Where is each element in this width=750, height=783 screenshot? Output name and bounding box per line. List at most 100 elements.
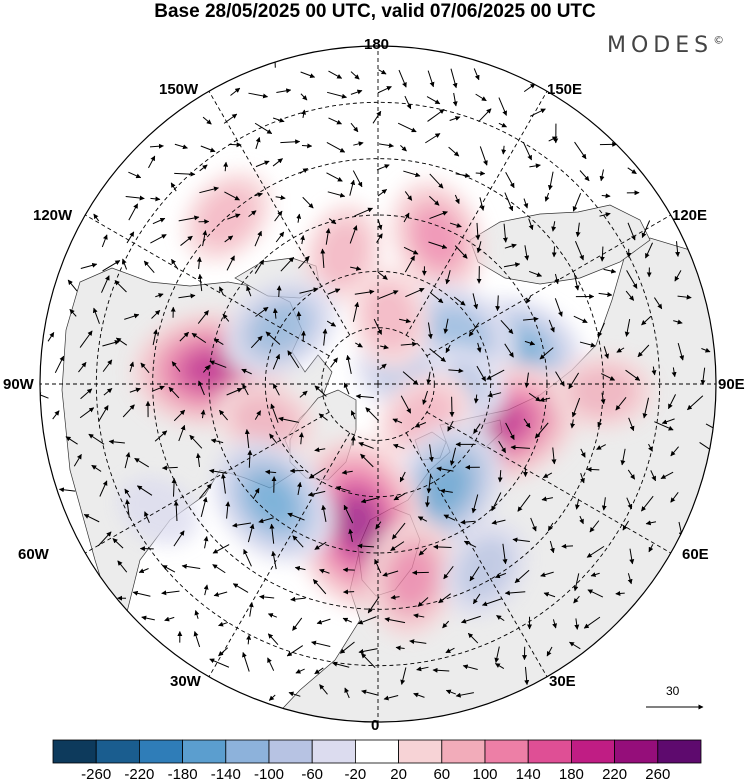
wind-arrow bbox=[392, 418, 403, 424]
wind-arrow bbox=[554, 273, 560, 285]
colorbar-swatch bbox=[657, 739, 702, 764]
wind-arrow bbox=[414, 422, 427, 428]
wind-arrow bbox=[108, 439, 125, 445]
colorbar-tick-label: -20 bbox=[344, 766, 367, 783]
wind-arrow bbox=[202, 365, 210, 373]
wind-arrow bbox=[179, 331, 189, 342]
wind-arrow bbox=[568, 372, 580, 390]
wind-arrow bbox=[569, 641, 581, 650]
wind-arrow bbox=[554, 298, 563, 317]
wind-arrow bbox=[661, 418, 675, 425]
wind-arrow bbox=[528, 270, 543, 277]
wind-arrow bbox=[450, 68, 458, 89]
wind-arrow bbox=[627, 469, 636, 480]
wind-arrow bbox=[353, 141, 364, 147]
wind-arrow bbox=[247, 449, 253, 468]
wind-arrow bbox=[627, 222, 636, 241]
wind-arrow bbox=[152, 329, 158, 346]
wind-arrow bbox=[361, 689, 378, 696]
wind-arrow bbox=[78, 361, 87, 373]
wind-arrow bbox=[512, 537, 530, 543]
wind-arrow bbox=[504, 343, 514, 358]
colorbar-tick-label: 60 bbox=[433, 766, 451, 783]
wind-arrow bbox=[615, 590, 625, 596]
wind-arrow bbox=[629, 548, 635, 565]
wind-arrow bbox=[597, 419, 603, 428]
wind-arrow bbox=[355, 393, 374, 399]
wind-arrow bbox=[138, 568, 149, 574]
wind-arrow bbox=[460, 615, 481, 624]
wind-arrow bbox=[552, 619, 558, 629]
wind-arrow bbox=[397, 122, 417, 133]
wind-arrow bbox=[254, 192, 263, 198]
wind-arrow bbox=[300, 71, 316, 79]
wind-arrow bbox=[494, 646, 500, 663]
wind-arrow bbox=[316, 618, 331, 625]
wind-arrow bbox=[491, 492, 502, 512]
lon-label-120w: 120W bbox=[33, 207, 73, 224]
wind-arrow bbox=[332, 661, 350, 668]
wind-arrow bbox=[348, 528, 354, 542]
colorbar-swatch bbox=[614, 739, 659, 764]
colorbar bbox=[52, 739, 702, 764]
wind-arrow bbox=[481, 598, 503, 607]
wind-arrow bbox=[299, 168, 309, 174]
wind-arrow bbox=[601, 373, 616, 381]
wind-arrow bbox=[171, 477, 177, 497]
wind-arrow bbox=[539, 397, 551, 403]
wind-arrow bbox=[574, 498, 580, 510]
wind-arrow bbox=[365, 407, 379, 422]
wind-arrow bbox=[528, 392, 541, 402]
wind-arrow bbox=[219, 286, 224, 296]
wind-arrow bbox=[498, 97, 507, 116]
wind-arrow bbox=[570, 419, 576, 429]
wind-arrow bbox=[247, 523, 255, 543]
wind-arrow bbox=[460, 519, 476, 525]
wind-arrow bbox=[579, 515, 584, 525]
wind-arrow bbox=[579, 170, 590, 182]
wind-arrow bbox=[398, 69, 407, 88]
wind-arrow bbox=[224, 191, 240, 201]
wind-arrow bbox=[126, 231, 135, 244]
wind-arrow bbox=[476, 342, 482, 353]
wind-arrow bbox=[300, 330, 306, 342]
wind-arrow bbox=[171, 258, 179, 270]
wind-arrow bbox=[491, 519, 506, 525]
wind-arrow bbox=[501, 145, 507, 155]
wind-arrow bbox=[143, 260, 155, 274]
wind-arrow bbox=[494, 663, 505, 669]
wind-arrow bbox=[504, 590, 526, 596]
wind-arrow bbox=[141, 615, 155, 621]
wind-arrow bbox=[555, 371, 565, 387]
wind-arrow bbox=[549, 540, 555, 554]
wind-arrow bbox=[454, 245, 468, 259]
wind-arrow bbox=[660, 471, 674, 480]
wind-arrow bbox=[447, 420, 454, 432]
wind-arrow bbox=[505, 422, 515, 441]
wind-arrow bbox=[254, 122, 273, 134]
wind-arrow bbox=[352, 301, 360, 322]
wind-arrow bbox=[248, 602, 254, 617]
wind-arrow bbox=[300, 234, 305, 245]
graticule bbox=[40, 46, 716, 722]
wind-arrow bbox=[601, 497, 607, 511]
wind-arrow bbox=[213, 591, 228, 597]
colorbar-swatch bbox=[398, 739, 443, 764]
wind-arrow bbox=[178, 424, 186, 442]
wind-arrow bbox=[534, 422, 549, 439]
wind-arrow bbox=[529, 108, 546, 117]
wind-arrow bbox=[255, 136, 261, 150]
wind-arrow bbox=[648, 443, 653, 452]
wind-arrow bbox=[445, 647, 455, 654]
wind-arrow bbox=[152, 217, 166, 225]
wind-arrow bbox=[312, 579, 327, 595]
lon-label-150w: 150W bbox=[159, 81, 199, 98]
lon-label-120e: 120E bbox=[672, 207, 708, 224]
meridian-line bbox=[405, 91, 548, 336]
wind-arrow bbox=[270, 403, 279, 423]
wind-arrow bbox=[117, 560, 128, 573]
wind-arrow bbox=[148, 155, 156, 169]
wind-arrow bbox=[502, 543, 508, 565]
wind-arrow bbox=[170, 182, 177, 192]
wind-arrow bbox=[476, 241, 482, 254]
